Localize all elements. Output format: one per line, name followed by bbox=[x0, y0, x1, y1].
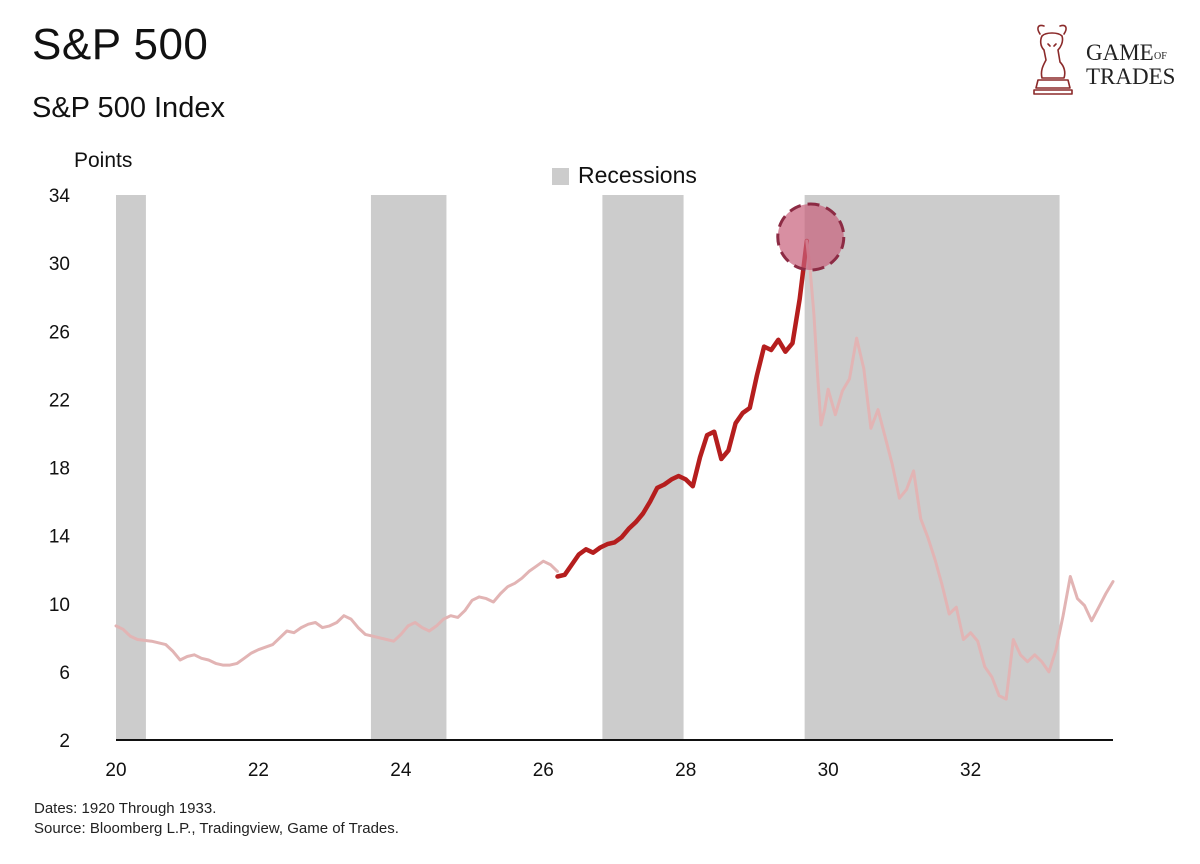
y-tick-label: 6 bbox=[59, 663, 70, 684]
x-tick-label: 24 bbox=[390, 760, 412, 781]
game-of-trades-logo: GAME OF TRADES bbox=[1033, 24, 1175, 95]
recession-bands bbox=[116, 195, 1060, 740]
logo-text-game: GAME bbox=[1086, 40, 1154, 65]
recession-band-3 bbox=[602, 195, 684, 740]
recession-band-2 bbox=[370, 195, 447, 740]
legend-swatch-recessions bbox=[552, 168, 569, 185]
x-tick-label: 28 bbox=[675, 760, 696, 781]
x-tick-label: 26 bbox=[533, 760, 554, 781]
y-axis-label: Points bbox=[74, 149, 132, 172]
logo-text-of: OF bbox=[1154, 51, 1167, 62]
y-tick-label: 22 bbox=[49, 390, 70, 411]
x-tick-label: 30 bbox=[818, 760, 839, 781]
peak-marker-circle bbox=[776, 202, 846, 272]
y-tick-label: 14 bbox=[49, 527, 71, 548]
series-line-faded-3 bbox=[805, 239, 1115, 701]
logo-text-trades: TRADES bbox=[1086, 64, 1175, 89]
y-tick-label: 18 bbox=[49, 459, 70, 480]
chart-subtitle: S&P 500 Index bbox=[32, 92, 225, 124]
chart-title: S&P 500 bbox=[32, 20, 209, 69]
legend: Recessions bbox=[552, 162, 697, 188]
footer-dates: Dates: 1920 Through 1933. bbox=[34, 800, 217, 817]
y-tick-label: 34 bbox=[49, 186, 71, 207]
footer-source: Source: Bloomberg L.P., Tradingview, Gam… bbox=[34, 820, 399, 837]
peak-marker-layer bbox=[776, 202, 846, 272]
series-lines bbox=[114, 238, 1115, 701]
x-tick-label: 22 bbox=[248, 760, 269, 781]
y-tick-label: 10 bbox=[49, 595, 70, 616]
legend-label-recessions: Recessions bbox=[578, 162, 697, 188]
recession-band-1 bbox=[116, 195, 146, 740]
x-tick-label: 32 bbox=[960, 760, 981, 781]
y-tick-label: 30 bbox=[49, 254, 70, 275]
bull-chess-knight-icon bbox=[1033, 24, 1073, 95]
x-tick-label: 20 bbox=[105, 760, 126, 781]
series-line-highlight-2 bbox=[555, 238, 810, 579]
y-tick-label: 26 bbox=[49, 322, 70, 343]
series-line-faded-1 bbox=[114, 559, 559, 667]
y-tick-label: 2 bbox=[59, 731, 70, 752]
recession-band-4 bbox=[804, 195, 1060, 740]
